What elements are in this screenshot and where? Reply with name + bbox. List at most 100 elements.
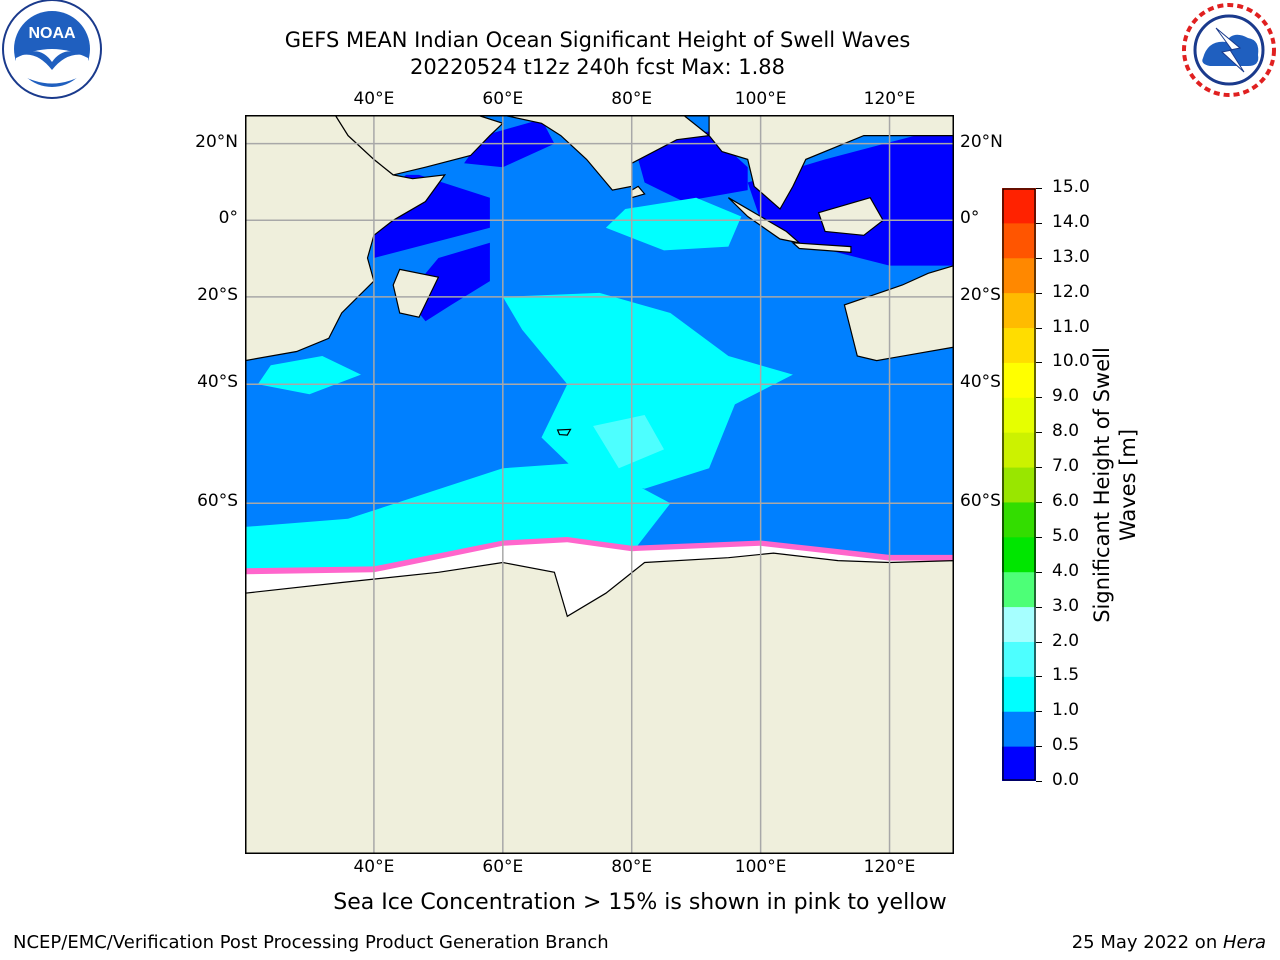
colorbar-tick-label: 15.0: [1052, 177, 1090, 197]
colorbar-tick-label: 12.0: [1052, 281, 1090, 302]
footer-credit: NCEP/EMC/Verification Post Processing Pr…: [13, 932, 609, 953]
colorbar-tick-label: 5.0: [1052, 525, 1080, 546]
colorbar-tick-label: 9.0: [1052, 386, 1080, 407]
lat-tick-label-right: 20°S: [960, 284, 1001, 305]
colorbar-tick-mark: [1036, 397, 1042, 399]
colorbar-tick-label: 3.0: [1052, 595, 1080, 616]
lon-tick-label-top: 40°E: [353, 89, 395, 109]
colorbar-tick-mark: [1036, 362, 1042, 364]
colorbar-tick-mark: [1036, 711, 1042, 713]
colorbar-segment: [1002, 746, 1036, 781]
colorbar-tick-mark: [1036, 327, 1042, 329]
lat-tick-label-right: 20°N: [960, 131, 1003, 152]
lat-tick-label-left: 20°N: [195, 131, 238, 152]
colorbar-segment: [1002, 327, 1036, 363]
lat-tick-label-left: 20°S: [197, 284, 238, 305]
equatorial-swell-band: [605, 197, 742, 251]
colorbar: [1002, 188, 1036, 781]
lon-tick-label-bottom: 40°E: [353, 857, 395, 877]
lat-tick-label-right: 0°: [960, 208, 980, 229]
colorbar-tick-mark: [1036, 641, 1042, 643]
madagascar-land: [392, 268, 440, 318]
colorbar-segment: [1002, 501, 1036, 538]
lon-tick-label-bottom: 100°E: [734, 857, 787, 877]
kerguelen-island-outline: [556, 428, 572, 436]
colorbar-tick-mark: [1036, 432, 1042, 434]
lon-tick-label-bottom: 120°E: [863, 857, 916, 877]
colorbar-tick-mark: [1036, 781, 1042, 782]
footer-date-prefix: 25 May 2022 on: [1071, 932, 1223, 953]
colorbar-tick-mark: [1036, 467, 1042, 469]
colorbar-segment: [1002, 432, 1036, 468]
lon-tick-label-top: 100°E: [734, 89, 787, 109]
lon-tick-label-bottom: 80°E: [611, 857, 653, 877]
colorbar-tick-label: 14.0: [1052, 211, 1090, 232]
colorbar-tick-label: 1.0: [1052, 700, 1080, 721]
colorbar-segment: [1002, 711, 1036, 747]
colorbar-title-line1: Significant Height of Swell: [1090, 347, 1114, 623]
colorbar-tick-mark: [1036, 257, 1042, 259]
noaa-logo: NOAA: [2, 0, 102, 99]
colorbar-title: Significant Height of Swell Waves [m]: [1089, 347, 1141, 623]
colorbar-tick-mark: [1036, 222, 1042, 224]
colorbar-segment: [1002, 536, 1036, 573]
colorbar-tick-mark: [1036, 292, 1042, 294]
colorbar-segment: [1002, 467, 1036, 503]
lat-tick-label-left: 0°: [218, 208, 238, 229]
lat-tick-label-left: 60°S: [197, 491, 238, 512]
colorbar-tick-mark: [1036, 571, 1042, 573]
colorbar-tick-label: 4.0: [1052, 560, 1080, 581]
borneo-land: [817, 196, 884, 236]
australia-land: [843, 264, 954, 362]
colorbar-tick-label: 0.0: [1052, 770, 1080, 790]
footer-date: 25 May 2022 on Hera: [1072, 932, 1266, 953]
colorbar-segment: [1002, 188, 1036, 224]
lat-tick-label-right: 60°S: [960, 491, 1001, 512]
lon-tick-label-bottom: 60°E: [482, 857, 524, 877]
colorbar-tick-mark: [1036, 746, 1042, 748]
colorbar-segment: [1002, 641, 1036, 677]
colorbar-tick-label: 11.0: [1052, 316, 1090, 337]
southeast-asia-land: [708, 115, 954, 210]
colorbar-segment: [1002, 676, 1036, 712]
colorbar-title-line2: Waves [m]: [1116, 428, 1140, 542]
colorbar-segment: [1002, 362, 1036, 398]
lat-tick-label-left: 40°S: [197, 372, 238, 393]
lon-tick-label-top: 80°E: [611, 89, 653, 109]
central-swell-band: [502, 292, 793, 489]
map-frame: [245, 115, 954, 854]
lon-tick-label-top: 120°E: [863, 89, 916, 109]
colorbar-segment: [1002, 292, 1036, 329]
lat-tick-label-right: 40°S: [960, 372, 1001, 393]
colorbar-tick-label: 8.0: [1052, 421, 1080, 442]
colorbar-tick-mark: [1036, 536, 1042, 538]
bay-of-bengal-low-swell: [631, 131, 748, 202]
colorbar-segment: [1002, 606, 1036, 642]
noaa-logo-text: NOAA: [28, 25, 76, 42]
java-land: [791, 242, 852, 253]
colorbar-tick-label: 6.0: [1052, 490, 1080, 511]
antarctica-land: [245, 552, 954, 854]
indonesian-seas-low-swell: [747, 119, 954, 266]
national-weather-service-logo: [1181, 2, 1277, 98]
colorbar-tick-mark: [1036, 188, 1042, 189]
colorbar-tick-label: 2.0: [1052, 630, 1080, 651]
colorbar-tick-mark: [1036, 606, 1042, 608]
colorbar-tick-label: 10.0: [1052, 351, 1090, 372]
lon-tick-label-top: 60°E: [482, 89, 524, 109]
kerguelen-swell-patch: [593, 415, 664, 469]
colorbar-tick-label: 13.0: [1052, 246, 1090, 267]
colorbar-tick-label: 1.5: [1052, 665, 1080, 686]
colorbar-segment: [1002, 257, 1036, 294]
colorbar-tick-label: 0.5: [1052, 735, 1080, 756]
chart-subtitle: 20220524 t12z 240h fcst Max: 1.88: [410, 55, 785, 79]
colorbar-tick-mark: [1036, 676, 1042, 678]
colorbar-segment: [1002, 571, 1036, 608]
chart-title: GEFS MEAN Indian Ocean Significant Heigh…: [284, 28, 911, 52]
colorbar-tick-mark: [1036, 501, 1042, 503]
arabian-peninsula-land: [334, 115, 504, 176]
footer-host: Hera: [1222, 932, 1266, 953]
colorbar-segment: [1002, 397, 1036, 433]
colorbar-segment: [1002, 222, 1036, 259]
map-panel: [245, 115, 954, 854]
